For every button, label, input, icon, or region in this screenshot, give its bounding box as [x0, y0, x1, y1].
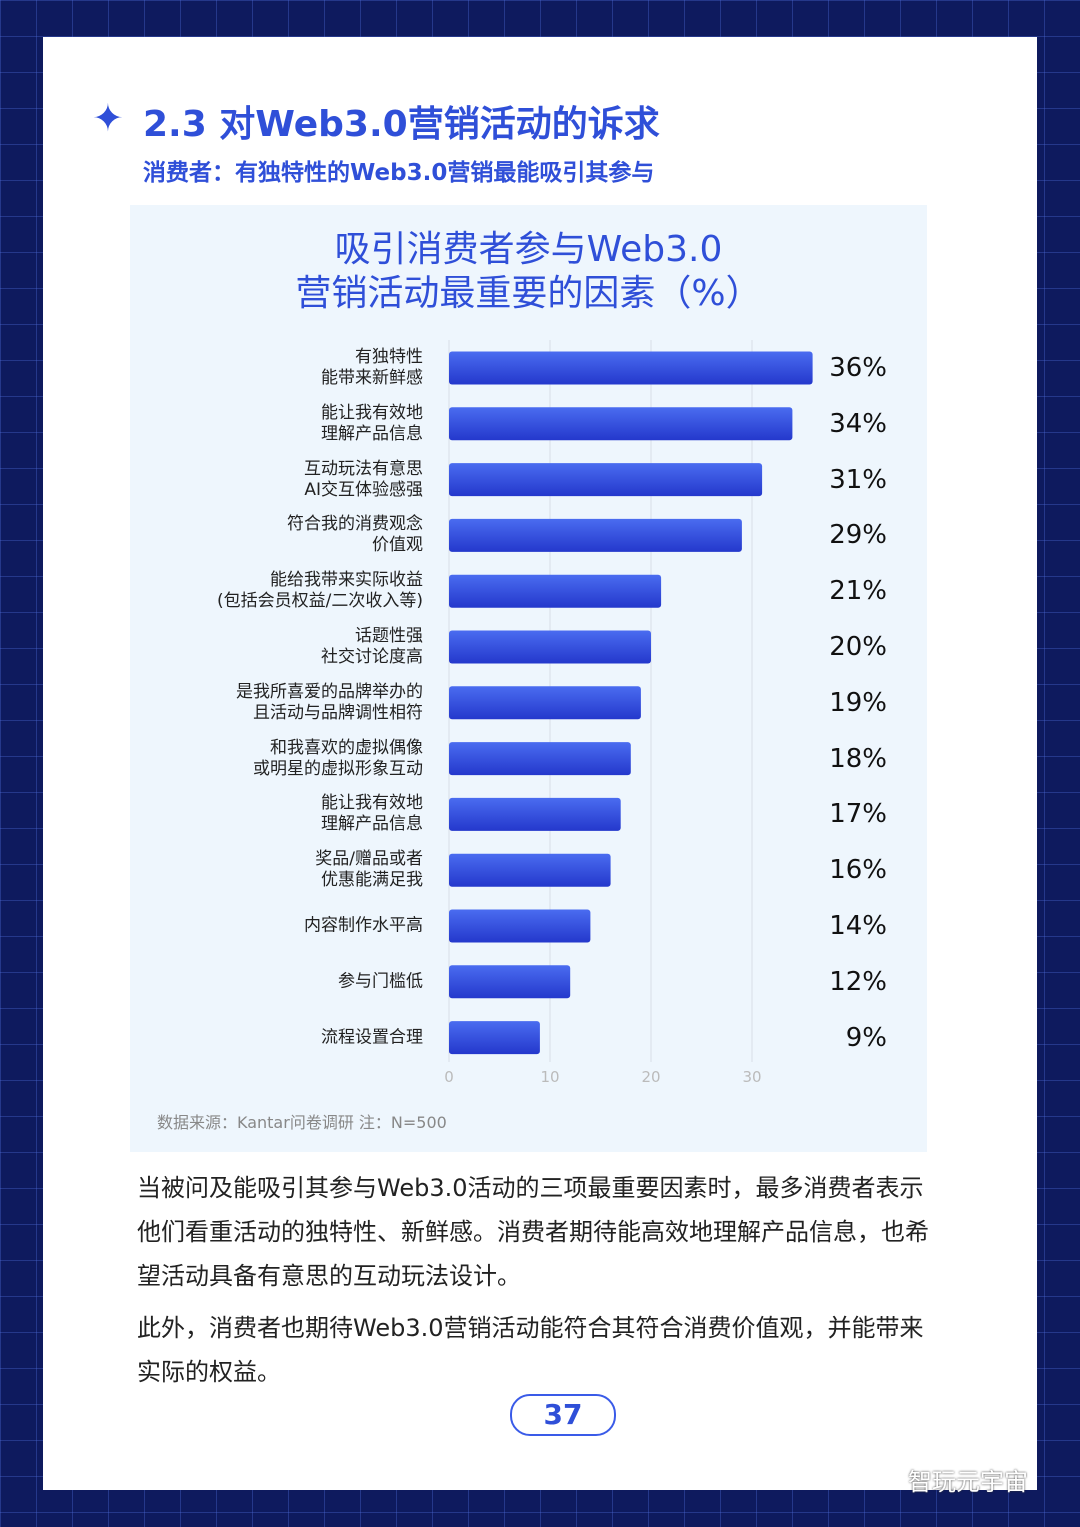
- bar: [449, 909, 591, 943]
- value-label: 21%: [829, 576, 887, 607]
- paragraph: 此外，消费者也期待Web3.0营销活动能符合其符合消费价值观，并能带来实际的权益…: [137, 1314, 924, 1386]
- value-label: 31%: [829, 464, 887, 495]
- category-label: 互动玩法有意思 AI交互体验感强: [304, 458, 423, 500]
- value-label: 18%: [829, 743, 887, 774]
- bar: [449, 686, 641, 720]
- bar: [449, 630, 651, 664]
- value-label: 17%: [829, 799, 887, 830]
- section-subtitle: 消费者：有独特性的Web3.0营销最能吸引其参与: [143, 160, 655, 186]
- bar: [449, 853, 611, 887]
- value-label: 9%: [845, 1022, 887, 1053]
- chart-title: 吸引消费者参与Web3.0 营销活动最重要的因素（%）: [295, 229, 762, 314]
- category-label: 内容制作水平高: [304, 915, 423, 936]
- category-label: 和我喜欢的虚拟偶像 或明星的虚拟形象互动: [253, 737, 423, 779]
- paragraph: 当被问及能吸引其参与Web3.0活动的三项最重要因素时，最多消费者表示他们看重活…: [137, 1174, 929, 1290]
- value-label: 12%: [829, 966, 887, 997]
- bar: [449, 797, 621, 831]
- bar: [449, 965, 571, 999]
- bar: [449, 742, 631, 776]
- category-label: 是我所喜爱的品牌举办的 且活动与品牌调性相符: [236, 681, 423, 723]
- bar: [449, 351, 813, 385]
- x-tick-label: 0: [444, 1068, 454, 1086]
- category-label: 能让我有效地 理解产品信息: [321, 402, 423, 444]
- bar: [449, 574, 662, 608]
- bar: [449, 518, 742, 552]
- x-tick-label: 10: [540, 1068, 560, 1086]
- value-label: 19%: [829, 687, 887, 718]
- value-label: 34%: [829, 408, 887, 439]
- category-label: 参与门槛低: [338, 971, 423, 992]
- category-label: 符合我的消费观念 价值观: [287, 514, 423, 556]
- category-label: 能给我带来实际收益 (包括会员权益/二次收入等): [217, 570, 423, 612]
- category-label: 能让我有效地 理解产品信息: [321, 793, 423, 835]
- watermark: 智玩元宇宙: [908, 1468, 1028, 1496]
- x-tick-label: 20: [641, 1068, 661, 1086]
- category-label: 话题性强 社交讨论度高: [321, 626, 423, 667]
- section-title: 2.3 对Web3.0营销活动的诉求: [143, 104, 660, 145]
- value-label: 29%: [829, 520, 887, 551]
- bar: [449, 407, 793, 441]
- value-label: 36%: [829, 353, 887, 383]
- bar: [449, 1021, 540, 1055]
- value-label: 20%: [829, 632, 887, 662]
- x-tick-label: 30: [742, 1068, 762, 1086]
- category-label: 奖品/赠品或者 优惠能满足我: [315, 849, 423, 891]
- value-label: 16%: [829, 855, 887, 886]
- page-number: 37: [510, 1394, 616, 1436]
- category-label: 流程设置合理: [321, 1027, 423, 1048]
- value-label: 14%: [829, 911, 887, 941]
- star-icon: ✦: [92, 96, 124, 140]
- source-note: 数据来源：Kantar问卷调研 注：N=500: [157, 1113, 447, 1132]
- bar: [449, 463, 763, 497]
- category-label: 有独特性 能带来新鲜感: [321, 347, 423, 388]
